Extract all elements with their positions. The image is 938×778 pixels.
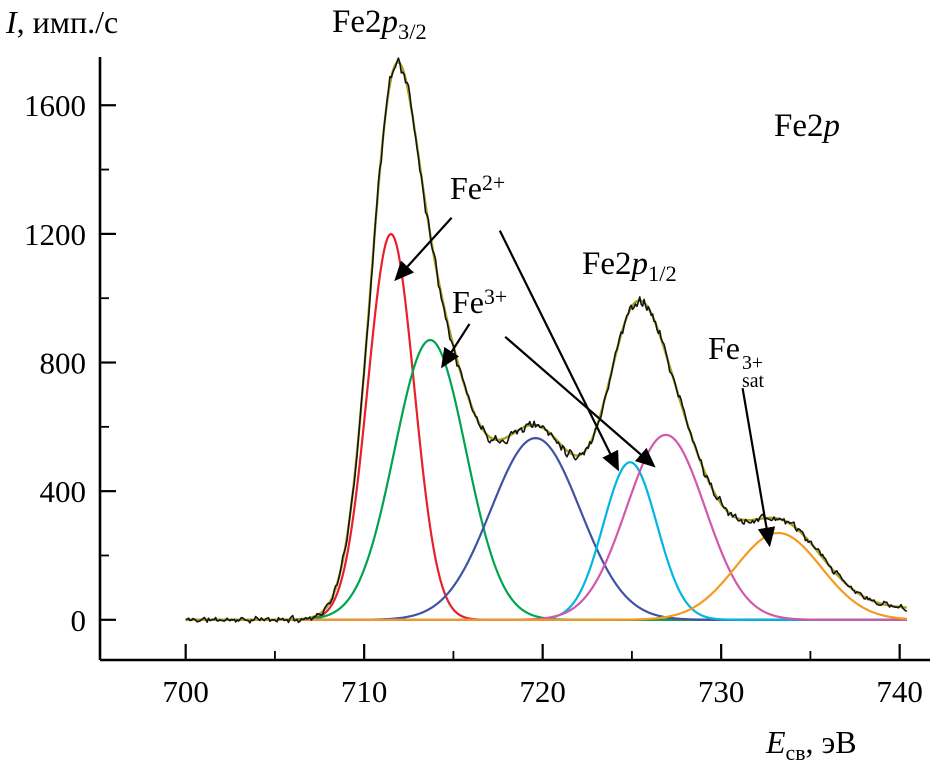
label-fe2plus: Fe2+: [450, 172, 505, 204]
label-text: Fe: [452, 284, 484, 320]
label-italic: p: [631, 246, 649, 282]
label-text: Fe2: [774, 108, 824, 144]
label-text: Fe2: [582, 246, 632, 282]
y-axis-symbol: I: [6, 4, 17, 40]
series-fe2-2p32: [185, 232, 907, 621]
tick-labels: 700 710 720 730 740 0 400 800 1200 1600: [24, 88, 923, 709]
label-sup: 2+: [482, 170, 506, 195]
y-tick-label: 1200: [24, 217, 86, 252]
series-envelope: [185, 61, 907, 621]
y-tick-label: 0: [71, 603, 87, 638]
arrow-fe2plus-to-cyan-peak: [498, 230, 620, 472]
series-experimental: [185, 57, 908, 624]
y-tick-label: 1600: [24, 88, 86, 123]
x-axis-symbol-sub: св: [785, 740, 806, 765]
y-axis-title: I, имп./с: [6, 6, 118, 38]
label-fe3plus: Fe3+: [452, 286, 507, 318]
series-fe3-sat-2p12: [185, 531, 907, 621]
label-fe2p: Fe2p: [774, 110, 840, 143]
label-sub: 3/2: [398, 19, 427, 45]
annotation-arrows: [394, 217, 776, 548]
x-tick-label: 740: [876, 674, 923, 709]
x-tick-label: 730: [698, 674, 745, 709]
label-fe-sat-3plus: Fe 3+ sat: [708, 332, 764, 391]
x-tick-label: 710: [341, 674, 388, 709]
label-supsub-stack: 3+ sat: [742, 351, 765, 393]
label-text: Fe2: [332, 4, 382, 40]
arrow-fe3plus-to-green-peak: [441, 323, 471, 369]
series-fe3-2p32: [185, 338, 907, 621]
x-tick-label: 700: [162, 674, 209, 709]
x-tick-label: 720: [519, 674, 566, 709]
y-tick-label: 800: [40, 346, 87, 381]
label-fe2p3-2: Fe2p3/2: [332, 4, 427, 43]
x-axis-units: , эВ: [805, 724, 857, 760]
arrow-fesat-to-orange-peak: [741, 388, 776, 548]
label-text: Fe: [708, 330, 740, 366]
spectrum-curves: [185, 57, 908, 624]
x-axis-symbol: E: [766, 724, 786, 760]
label-text: Fe: [450, 170, 482, 206]
series-fe3-2p12: [185, 433, 907, 621]
y-axis-units: , имп./с: [16, 4, 119, 40]
label-fe2p1-2: Fe2p1/2: [582, 246, 677, 285]
label-sub: 1/2: [648, 261, 677, 287]
label-italic: p: [381, 4, 399, 40]
arrow-fe2plus-to-red-peak: [394, 217, 453, 282]
x-axis-title: Eсв, эВ: [766, 724, 857, 764]
label-sub: sat: [742, 370, 765, 393]
y-tick-label: 400: [40, 474, 87, 509]
label-italic: p: [823, 108, 841, 144]
arrow-fe3plus-to-magenta-peak: [504, 335, 656, 468]
label-sup: 3+: [742, 351, 764, 374]
axes: [98, 57, 930, 662]
label-sup: 3+: [484, 284, 508, 309]
